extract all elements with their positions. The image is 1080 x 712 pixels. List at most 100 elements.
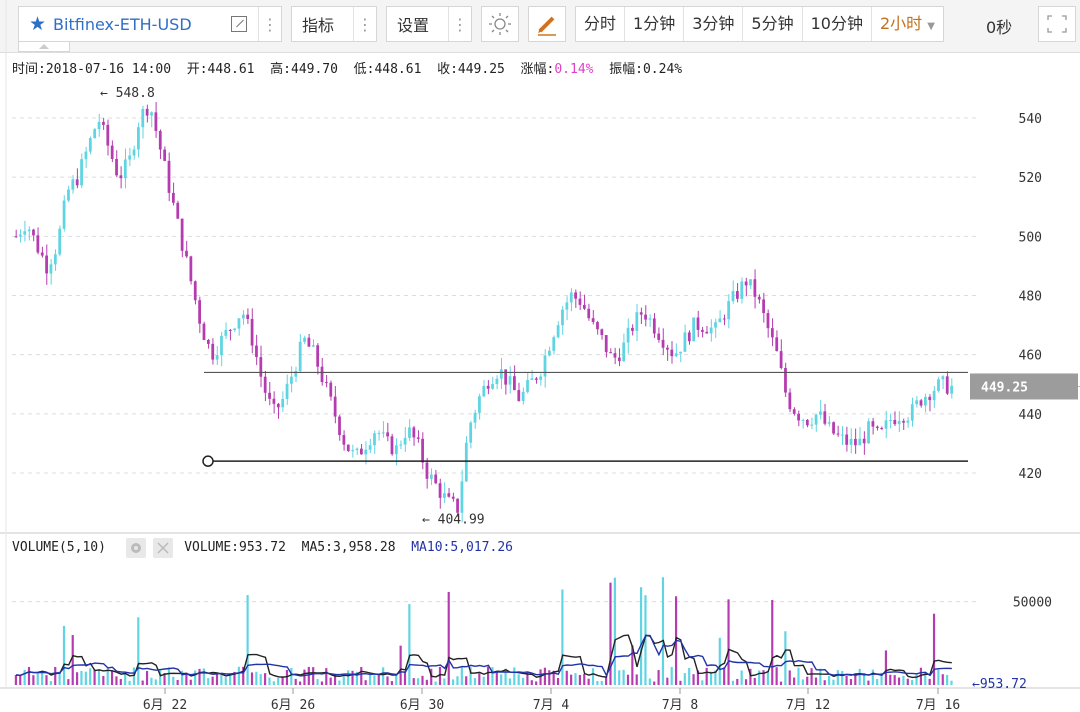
toolbar: ★ Bitfinex-ETH-USD ⋮ 指标 ⋮ 设置 ⋮ 分时 <box>0 0 1080 53</box>
draw-button[interactable] <box>528 6 566 42</box>
volume-bar <box>718 637 721 685</box>
volume-bar <box>80 670 83 685</box>
volume-bar <box>115 676 118 685</box>
interval-tab[interactable]: 3分钟 <box>684 7 744 41</box>
volume-bar <box>723 667 726 685</box>
candle <box>578 298 582 305</box>
interval-tab-active[interactable]: 2小时 ▼ <box>872 7 943 41</box>
candle <box>193 281 197 301</box>
candle <box>600 329 604 336</box>
volume-bar <box>583 673 586 685</box>
candle <box>137 127 140 150</box>
volume-bar <box>548 670 551 685</box>
candle <box>928 396 932 401</box>
fullscreen-button[interactable] <box>1038 6 1076 42</box>
volume-bar <box>272 681 275 685</box>
volume-bar <box>513 667 516 685</box>
volume-bar <box>705 667 708 685</box>
collapse-toggle[interactable] <box>18 42 70 52</box>
volume-bar <box>233 671 236 685</box>
amplitude-value: 0.24% <box>642 62 683 77</box>
candle <box>23 231 27 235</box>
indicator-button[interactable]: 指标 ⋮ <box>291 6 377 42</box>
volume-bar <box>259 674 262 685</box>
more-menu-icon[interactable]: ⋮ <box>258 7 281 41</box>
candle <box>556 325 560 338</box>
indicator-menu-icon[interactable]: ⋮ <box>353 7 376 41</box>
candle <box>687 332 691 342</box>
candle <box>478 396 481 413</box>
volume-bar <box>478 673 481 685</box>
candle <box>639 312 643 315</box>
volume-value: 953.72 <box>239 540 286 555</box>
candle <box>622 342 626 362</box>
high-label: 高: <box>270 62 291 77</box>
candle <box>338 416 341 436</box>
volume-bar <box>609 582 612 685</box>
candle <box>832 422 835 434</box>
volume-settings-button[interactable] <box>126 538 146 558</box>
volume-bar <box>727 599 730 685</box>
candle <box>740 281 744 299</box>
volume-bar <box>539 669 542 685</box>
candle <box>897 420 901 425</box>
theme-toggle-button[interactable] <box>481 6 519 42</box>
interval-tab[interactable]: 5分钟 <box>743 7 803 41</box>
volume-bar <box>443 678 446 685</box>
candle <box>123 159 127 179</box>
volume-bar <box>587 678 590 685</box>
settings-button[interactable]: 设置 ⋮ <box>386 6 472 42</box>
interval-tab[interactable]: 1分钟 <box>625 7 685 41</box>
volume-bar <box>194 670 197 685</box>
x-tick-label: 7月 4 <box>533 698 570 712</box>
volume-bar <box>631 645 634 685</box>
candle <box>36 235 40 253</box>
symbol-selector[interactable]: ★ Bitfinex-ETH-USD ⋮ <box>18 6 282 42</box>
volume-bar <box>102 675 105 685</box>
candle <box>950 385 953 394</box>
volume-bar <box>229 673 232 685</box>
candle <box>486 385 490 389</box>
candle <box>534 378 538 380</box>
volume-bar <box>561 589 564 685</box>
volume-bar <box>670 666 673 685</box>
interval-tab[interactable]: 10分钟 <box>803 7 872 41</box>
candle <box>290 376 293 384</box>
candle <box>718 318 722 323</box>
candle <box>255 345 258 358</box>
volume-bar <box>124 672 127 685</box>
volume-bar <box>172 676 175 685</box>
volume-bar <box>552 670 555 685</box>
volume-bar <box>71 635 74 685</box>
candle <box>889 419 892 421</box>
candle <box>609 352 612 354</box>
candle <box>333 396 337 417</box>
candle <box>491 384 494 389</box>
candle <box>263 376 267 393</box>
volume-bar <box>884 650 888 685</box>
candle <box>784 368 787 393</box>
volume-bar <box>784 631 787 685</box>
volume-bar <box>709 671 713 685</box>
fullscreen-icon <box>1047 15 1067 33</box>
volume-bar <box>801 679 804 685</box>
volume-bar <box>714 670 717 685</box>
star-icon[interactable]: ★ <box>29 13 47 35</box>
candle <box>692 317 696 342</box>
volume-bar <box>600 680 603 685</box>
candle <box>75 179 79 186</box>
volume-close-button[interactable] <box>153 538 173 558</box>
candle <box>617 357 621 362</box>
candle <box>320 366 324 383</box>
settings-menu-icon[interactable]: ⋮ <box>448 7 471 41</box>
candle <box>805 419 809 426</box>
candle <box>390 436 394 455</box>
volume-bar <box>412 678 415 685</box>
interval-tab[interactable]: 分时 <box>576 7 626 41</box>
candle <box>569 292 573 303</box>
candle <box>552 337 556 351</box>
external-link-icon[interactable] <box>231 16 247 32</box>
volume-bar <box>298 681 302 685</box>
volume-bar <box>570 674 573 685</box>
